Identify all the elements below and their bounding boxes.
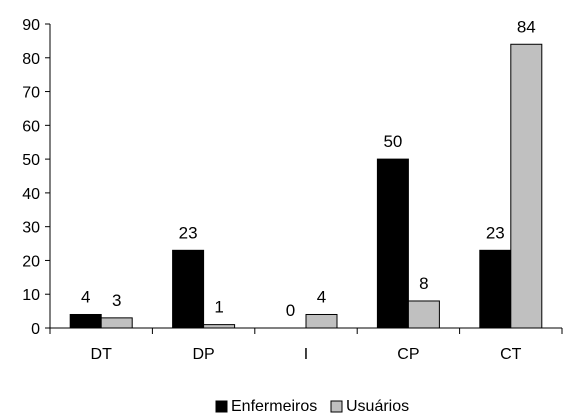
data-label: 84 bbox=[517, 17, 536, 36]
y-tick-label: 10 bbox=[22, 287, 40, 304]
y-tick-label: 90 bbox=[22, 17, 40, 34]
bar-usurios-cp bbox=[407, 300, 440, 329]
x-tick-label: DP bbox=[192, 346, 214, 363]
y-tick-label: 70 bbox=[22, 85, 40, 102]
data-label: 1 bbox=[214, 298, 223, 317]
data-label: 23 bbox=[179, 223, 198, 242]
legend-swatch-enfermeiros bbox=[215, 400, 228, 413]
x-tick-label: CT bbox=[500, 346, 522, 363]
y-tick-label: 60 bbox=[22, 118, 40, 135]
bar-enfermeiros-cp bbox=[376, 158, 409, 329]
y-tick-label: 50 bbox=[22, 152, 40, 169]
bar-enfermeiros-ct bbox=[479, 249, 512, 329]
data-label: 50 bbox=[383, 132, 402, 151]
y-tick-label: 80 bbox=[22, 51, 40, 68]
bar-usurios-dp bbox=[203, 324, 236, 329]
y-tick-label: 30 bbox=[22, 220, 40, 237]
x-tick-label: DT bbox=[91, 346, 113, 363]
x-tick-label: CP bbox=[397, 346, 419, 363]
legend-label-enfermeiros: Enfermeiros bbox=[231, 398, 317, 415]
data-label: 8 bbox=[419, 274, 428, 293]
y-tick-label: 40 bbox=[22, 186, 40, 203]
data-label: 23 bbox=[486, 223, 505, 242]
bar-enfermeiros-dt bbox=[69, 313, 102, 329]
bar-usurios-ct bbox=[510, 43, 543, 329]
bar-enfermeiros-dp bbox=[172, 249, 205, 329]
data-label: 3 bbox=[112, 291, 121, 310]
x-tick-label: I bbox=[304, 346, 308, 363]
bar-usurios-dt bbox=[100, 317, 133, 329]
data-label: 4 bbox=[317, 287, 326, 306]
chart-legend: Enfermeiros Usuários bbox=[215, 398, 409, 415]
y-tick-label: 20 bbox=[22, 253, 40, 270]
bar-usurios-i bbox=[305, 313, 338, 329]
legend-label-usurios: Usuários bbox=[346, 398, 409, 415]
chart-bars bbox=[69, 43, 543, 329]
chart-data-labels: 4 3 23 1 0 4 50 8 23 84 bbox=[81, 17, 536, 320]
y-tick-label: 0 bbox=[31, 321, 40, 338]
legend-swatch-usurios bbox=[330, 400, 343, 413]
data-label: 4 bbox=[81, 287, 90, 306]
data-label: 0 bbox=[286, 301, 295, 320]
